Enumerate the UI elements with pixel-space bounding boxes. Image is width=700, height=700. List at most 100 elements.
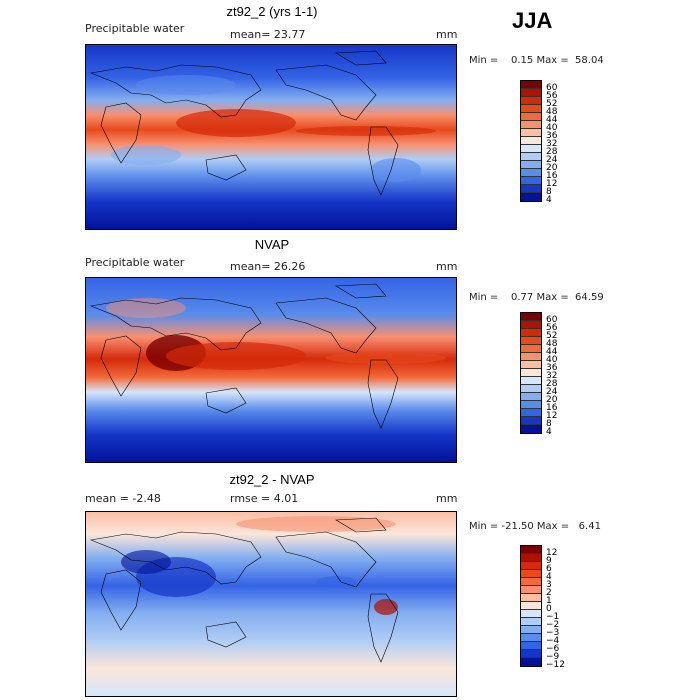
- panel2-units: mm: [436, 260, 458, 273]
- colorbar-label: 16: [546, 171, 558, 181]
- colorbar-swatch: [521, 377, 541, 385]
- colorbar-label: 24: [546, 155, 558, 165]
- panel3-map-field: [86, 512, 456, 696]
- colorbar-swatch: [521, 361, 541, 369]
- colorbar-swatch: [521, 586, 541, 594]
- colorbar-label: 44: [546, 115, 558, 125]
- colorbar-swatch: [521, 594, 541, 602]
- colorbar-label: 40: [546, 355, 558, 365]
- colorbar-label: −4: [546, 636, 560, 646]
- colorbar-label: 32: [546, 139, 558, 149]
- colorbar-swatch: [521, 658, 541, 666]
- colorbar-swatch: [521, 385, 541, 393]
- colorbar-label: 8: [546, 419, 552, 429]
- colorbar-label: −9: [546, 652, 560, 662]
- colorbar-swatch: [521, 153, 541, 161]
- panel1-coastlines: [89, 50, 399, 196]
- colorbar-label: 56: [546, 91, 558, 101]
- colorbar-swatch: [521, 546, 541, 554]
- colorbar-swatch: [521, 578, 541, 586]
- panel1-field-label: Precipitable water: [85, 22, 185, 35]
- colorbar-swatch: [521, 353, 541, 361]
- colorbar-label: 32: [546, 371, 558, 381]
- panel2-mean: mean= 26.26: [230, 260, 306, 273]
- colorbar-label: 56: [546, 323, 558, 333]
- colorbar-swatch: [521, 121, 541, 129]
- colorbar-label: −2: [546, 620, 560, 630]
- panel1-colorbar: [520, 80, 542, 202]
- colorbar-swatch: [521, 554, 541, 562]
- colorbar-swatch: [521, 634, 541, 642]
- colorbar-label: 52: [546, 331, 558, 341]
- colorbar-swatch: [521, 425, 541, 433]
- colorbar-swatch: [521, 321, 541, 329]
- panel1-units: mm: [436, 28, 458, 41]
- colorbar-label: 12: [546, 411, 558, 421]
- panel2-title: NVAP: [254, 237, 290, 252]
- colorbar-swatch: [521, 169, 541, 177]
- panel2-coastlines: [89, 283, 399, 429]
- colorbar-swatch: [521, 313, 541, 321]
- colorbar-label: 8: [546, 187, 552, 197]
- colorbar-label: 36: [546, 363, 558, 373]
- season-label: JJA: [512, 8, 553, 33]
- colorbar-label: 48: [546, 107, 558, 117]
- panel3-mean: mean = -2.48: [85, 492, 161, 505]
- colorbar-label: 36: [546, 131, 558, 141]
- colorbar-swatch: [521, 81, 541, 89]
- colorbar-label: 0: [546, 604, 552, 614]
- panel3-minmax: Min = -21.50 Max = 6.41: [469, 521, 601, 532]
- colorbar-label: −12: [546, 660, 565, 670]
- colorbar-swatch: [521, 105, 541, 113]
- panel1-map-field: [86, 45, 456, 229]
- colorbar-swatch: [521, 137, 541, 145]
- colorbar-swatch: [521, 610, 541, 618]
- colorbar-label: 4: [546, 427, 552, 437]
- colorbar-label: 12: [546, 179, 558, 189]
- colorbar-swatch: [521, 185, 541, 193]
- colorbar-label: 40: [546, 123, 558, 133]
- colorbar-label: 28: [546, 379, 558, 389]
- colorbar-swatch: [521, 562, 541, 570]
- colorbar-label: 4: [546, 572, 552, 582]
- panel2-minmax: Min = 0.77 Max = 64.59: [469, 292, 604, 303]
- colorbar-swatch: [521, 89, 541, 97]
- colorbar-label: 4: [546, 195, 552, 205]
- colorbar-label: −3: [546, 628, 560, 638]
- panel3-coastlines: [89, 517, 399, 663]
- colorbar-label: 20: [546, 395, 558, 405]
- colorbar-swatch: [521, 393, 541, 401]
- colorbar-label: −6: [546, 644, 560, 654]
- colorbar-swatch: [521, 129, 541, 137]
- colorbar-label: 20: [546, 163, 558, 173]
- panel2-colorbar: [520, 312, 542, 434]
- colorbar-swatch: [521, 618, 541, 626]
- colorbar-label: 9: [546, 556, 552, 566]
- colorbar-swatch: [521, 97, 541, 105]
- colorbar-swatch: [521, 401, 541, 409]
- colorbar-swatch: [521, 602, 541, 610]
- colorbar-swatch: [521, 329, 541, 337]
- panel2-map: [85, 277, 457, 463]
- colorbar-swatch: [521, 145, 541, 153]
- colorbar-swatch: [521, 113, 541, 121]
- colorbar-swatch: [521, 570, 541, 578]
- colorbar-label: −1: [546, 612, 560, 622]
- colorbar-label: 2: [546, 588, 552, 598]
- colorbar-label: 12: [546, 548, 558, 558]
- panel3-rmse: rmse = 4.01: [230, 492, 299, 505]
- panel1-mean: mean= 23.77: [230, 28, 306, 41]
- panel1-title: zt92_2 (yrs 1-1): [226, 4, 318, 19]
- colorbar-label: 3: [546, 580, 552, 590]
- colorbar-label: 48: [546, 339, 558, 349]
- panel3-colorbar: [520, 545, 542, 667]
- panel1-map: [85, 44, 457, 230]
- colorbar-swatch: [521, 417, 541, 425]
- colorbar-swatch: [521, 345, 541, 353]
- colorbar-swatch: [521, 337, 541, 345]
- colorbar-swatch: [521, 642, 541, 650]
- colorbar-label: 1: [546, 596, 552, 606]
- panel2-map-field: [86, 278, 456, 462]
- colorbar-swatch: [521, 193, 541, 201]
- colorbar-label: 60: [546, 315, 558, 325]
